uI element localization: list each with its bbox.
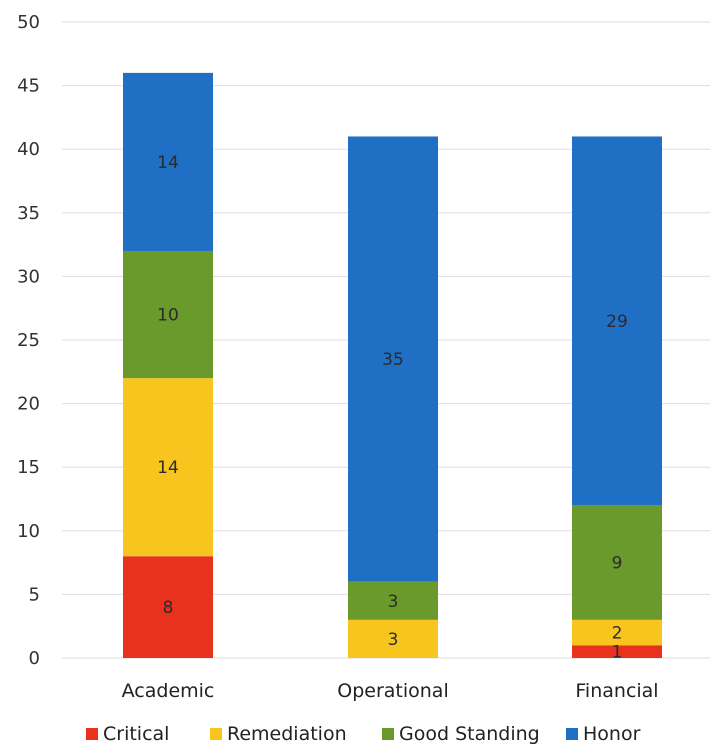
bar-segment-honor: [123, 72, 213, 251]
bar-segment-remediation: [348, 619, 438, 658]
data-label: 9: [612, 554, 623, 574]
x-axis: Academic Operational Financial: [122, 680, 659, 702]
y-tick-label: 30: [17, 266, 40, 287]
legend-label: Good Standing: [399, 723, 540, 745]
bar-segment-critical: [123, 556, 213, 658]
legend: Critical Remediation Good Standing Honor: [86, 723, 641, 745]
data-label: 14: [157, 458, 179, 478]
y-tick-label: 35: [17, 203, 40, 224]
bar-segment-remediation: [572, 619, 662, 646]
data-label: 8: [163, 598, 174, 618]
data-label: 2: [612, 624, 623, 644]
data-label: 10: [157, 306, 179, 326]
bar-segment-critical: [572, 645, 662, 658]
y-tick-label: 0: [29, 648, 40, 669]
legend-swatch: [210, 728, 222, 740]
data-label: 1: [612, 643, 623, 663]
y-axis: 0 5 10 15 20 25 30 35 40 45 50: [17, 12, 40, 669]
x-tick-label: Financial: [575, 680, 658, 702]
data-label: 35: [382, 350, 404, 370]
data-label: 3: [388, 630, 399, 650]
y-tick-label: 10: [17, 521, 40, 542]
legend-swatch: [382, 728, 394, 740]
bar-segment-good-standing: [348, 581, 438, 620]
y-tick-label: 20: [17, 394, 40, 415]
legend-swatch: [566, 728, 578, 740]
bar-segment-good-standing: [572, 505, 662, 620]
data-label: 29: [606, 312, 628, 332]
x-tick-label: Operational: [337, 680, 448, 702]
y-tick-label: 5: [29, 584, 40, 605]
x-tick-label: Academic: [122, 680, 215, 702]
y-tick-label: 45: [17, 76, 40, 97]
legend-label: Remediation: [227, 723, 347, 745]
bar-segment-remediation: [123, 378, 213, 557]
y-tick-label: 50: [17, 12, 40, 33]
y-tick-label: 25: [17, 330, 40, 351]
data-label: 3: [388, 592, 399, 612]
bars: [123, 72, 662, 658]
legend-label: Critical: [103, 723, 169, 745]
bar-segment-good-standing: [123, 250, 213, 379]
data-label: 14: [157, 153, 179, 173]
y-tick-label: 40: [17, 139, 40, 160]
bar-segment-honor: [348, 136, 438, 582]
bar-segment-honor: [572, 136, 662, 506]
y-tick-label: 15: [17, 457, 40, 478]
legend-label: Honor: [583, 723, 641, 745]
legend-swatch: [86, 728, 98, 740]
